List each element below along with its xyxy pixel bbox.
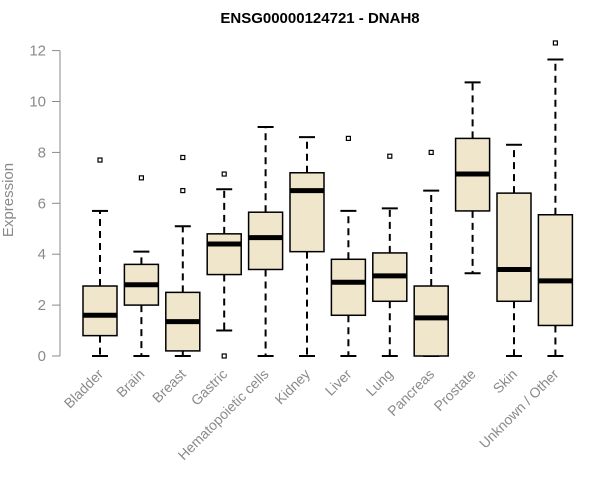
box-gastric bbox=[206, 171, 242, 359]
box-iqr bbox=[206, 233, 242, 276]
outlier-point bbox=[221, 171, 227, 177]
x-tick-label: Liver bbox=[322, 366, 355, 399]
y-tick-label: 12 bbox=[29, 43, 46, 60]
x-tick-label: Bladder bbox=[61, 366, 107, 412]
x-tick-label: Kidney bbox=[272, 366, 314, 408]
outlier-point bbox=[97, 157, 103, 163]
box-bladder bbox=[82, 157, 118, 357]
outlier-point bbox=[180, 154, 186, 161]
box-lung bbox=[372, 153, 408, 357]
y-tick-label: 6 bbox=[38, 195, 46, 212]
plot-area bbox=[82, 40, 574, 359]
box-iqr bbox=[247, 211, 284, 271]
outlier-point bbox=[387, 153, 393, 159]
chart-title: ENSG00000124721 - DNAH8 bbox=[220, 10, 419, 27]
box-iqr bbox=[413, 285, 449, 357]
box-iqr bbox=[82, 285, 118, 337]
y-axis: 0 2 4 6 8 10 12 bbox=[29, 43, 61, 365]
box-liver bbox=[330, 135, 367, 357]
outlier-point bbox=[221, 353, 227, 359]
box-pancreas bbox=[413, 149, 449, 357]
x-tick-label: Skin bbox=[490, 366, 521, 397]
box-iqr bbox=[330, 258, 367, 317]
box-iqr bbox=[537, 214, 574, 327]
x-tick-label: Breast bbox=[149, 366, 189, 406]
box-unknown-other bbox=[537, 40, 574, 357]
outlier-point bbox=[428, 149, 434, 155]
x-tick-label: Prostate bbox=[431, 366, 479, 414]
y-tick-label: 2 bbox=[38, 297, 46, 314]
outlier-point bbox=[138, 175, 144, 181]
y-axis-label: Expression bbox=[0, 163, 17, 237]
y-tick-label: 4 bbox=[38, 246, 46, 263]
y-tick-label: 8 bbox=[38, 144, 46, 161]
box-breast bbox=[165, 154, 201, 357]
outlier-point bbox=[552, 40, 559, 46]
y-tick-label: 0 bbox=[38, 348, 46, 365]
box-prostate bbox=[454, 81, 491, 275]
y-tick-label: 10 bbox=[29, 94, 46, 111]
outlier-point bbox=[345, 135, 351, 142]
box-iqr bbox=[289, 172, 325, 253]
box-iqr bbox=[496, 192, 532, 303]
x-tick-label: Brain bbox=[113, 366, 147, 400]
x-tick-label: Lung bbox=[363, 366, 396, 399]
box-skin bbox=[496, 143, 532, 357]
box-kidney bbox=[289, 136, 325, 357]
box-hematopoietic-cells bbox=[247, 125, 284, 357]
box-brain bbox=[123, 175, 160, 357]
x-tick-label: Unknown / Other bbox=[476, 366, 562, 452]
outlier-point bbox=[180, 187, 186, 194]
